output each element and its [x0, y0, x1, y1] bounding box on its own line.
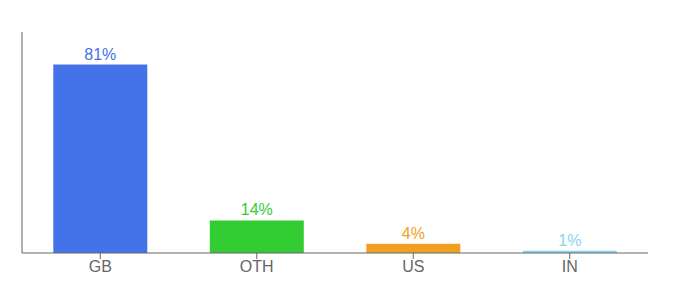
svg-text:4%: 4% — [402, 225, 425, 242]
svg-text:OTH: OTH — [240, 258, 274, 275]
svg-text:1%: 1% — [558, 232, 581, 249]
svg-text:US: US — [402, 258, 424, 275]
svg-text:14%: 14% — [241, 201, 273, 218]
svg-text:GB: GB — [89, 258, 112, 275]
svg-text:IN: IN — [562, 258, 578, 275]
svg-text:81%: 81% — [84, 46, 116, 63]
